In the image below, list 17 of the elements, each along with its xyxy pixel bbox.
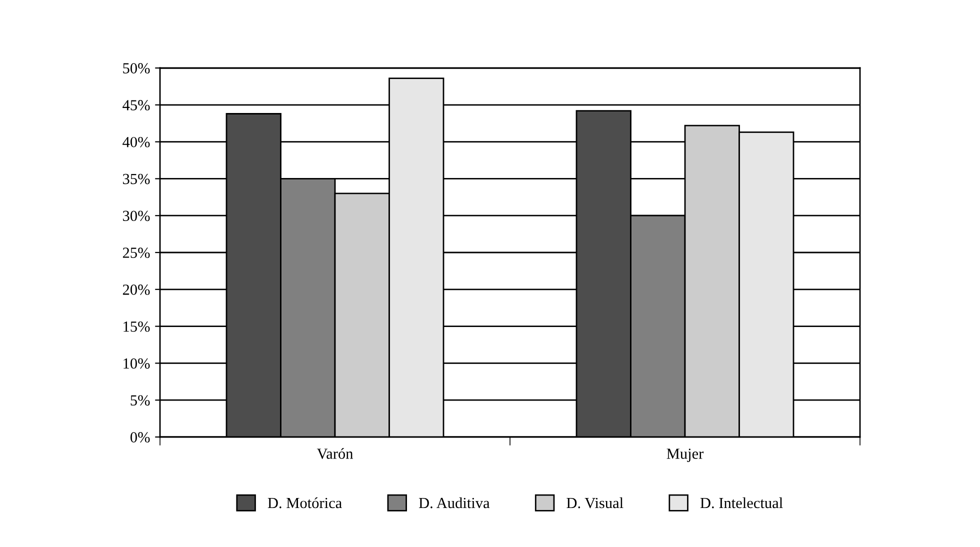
y-tick-label: 25% xyxy=(122,248,150,258)
y-tick-label: 5% xyxy=(130,395,150,406)
legend-label: D. Auditiva xyxy=(418,497,490,508)
y-tick-label: 0% xyxy=(130,432,150,442)
x-tick-label: Mujer xyxy=(666,448,704,462)
y-tick-label: 10% xyxy=(124,358,150,369)
y-tick-label: 45% xyxy=(122,100,150,110)
legend-label: D. Visual xyxy=(566,497,624,508)
y-tick-label: 40% xyxy=(122,136,150,148)
legend-label: D. Intelectual xyxy=(700,497,783,508)
y-tick-label: 30% xyxy=(123,210,150,222)
x-tick-label: Varón xyxy=(316,448,354,459)
y-tick-label: 20% xyxy=(122,284,150,295)
y-tick-label: 50% xyxy=(123,63,150,74)
y-tick-label: 15% xyxy=(124,321,150,332)
legend-label: D. Motórica xyxy=(268,497,342,508)
y-tick-label: 35% xyxy=(123,174,150,184)
